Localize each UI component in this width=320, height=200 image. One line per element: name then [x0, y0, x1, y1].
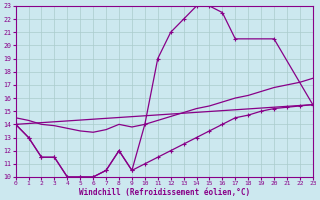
X-axis label: Windchill (Refroidissement éolien,°C): Windchill (Refroidissement éolien,°C) [79, 188, 250, 197]
